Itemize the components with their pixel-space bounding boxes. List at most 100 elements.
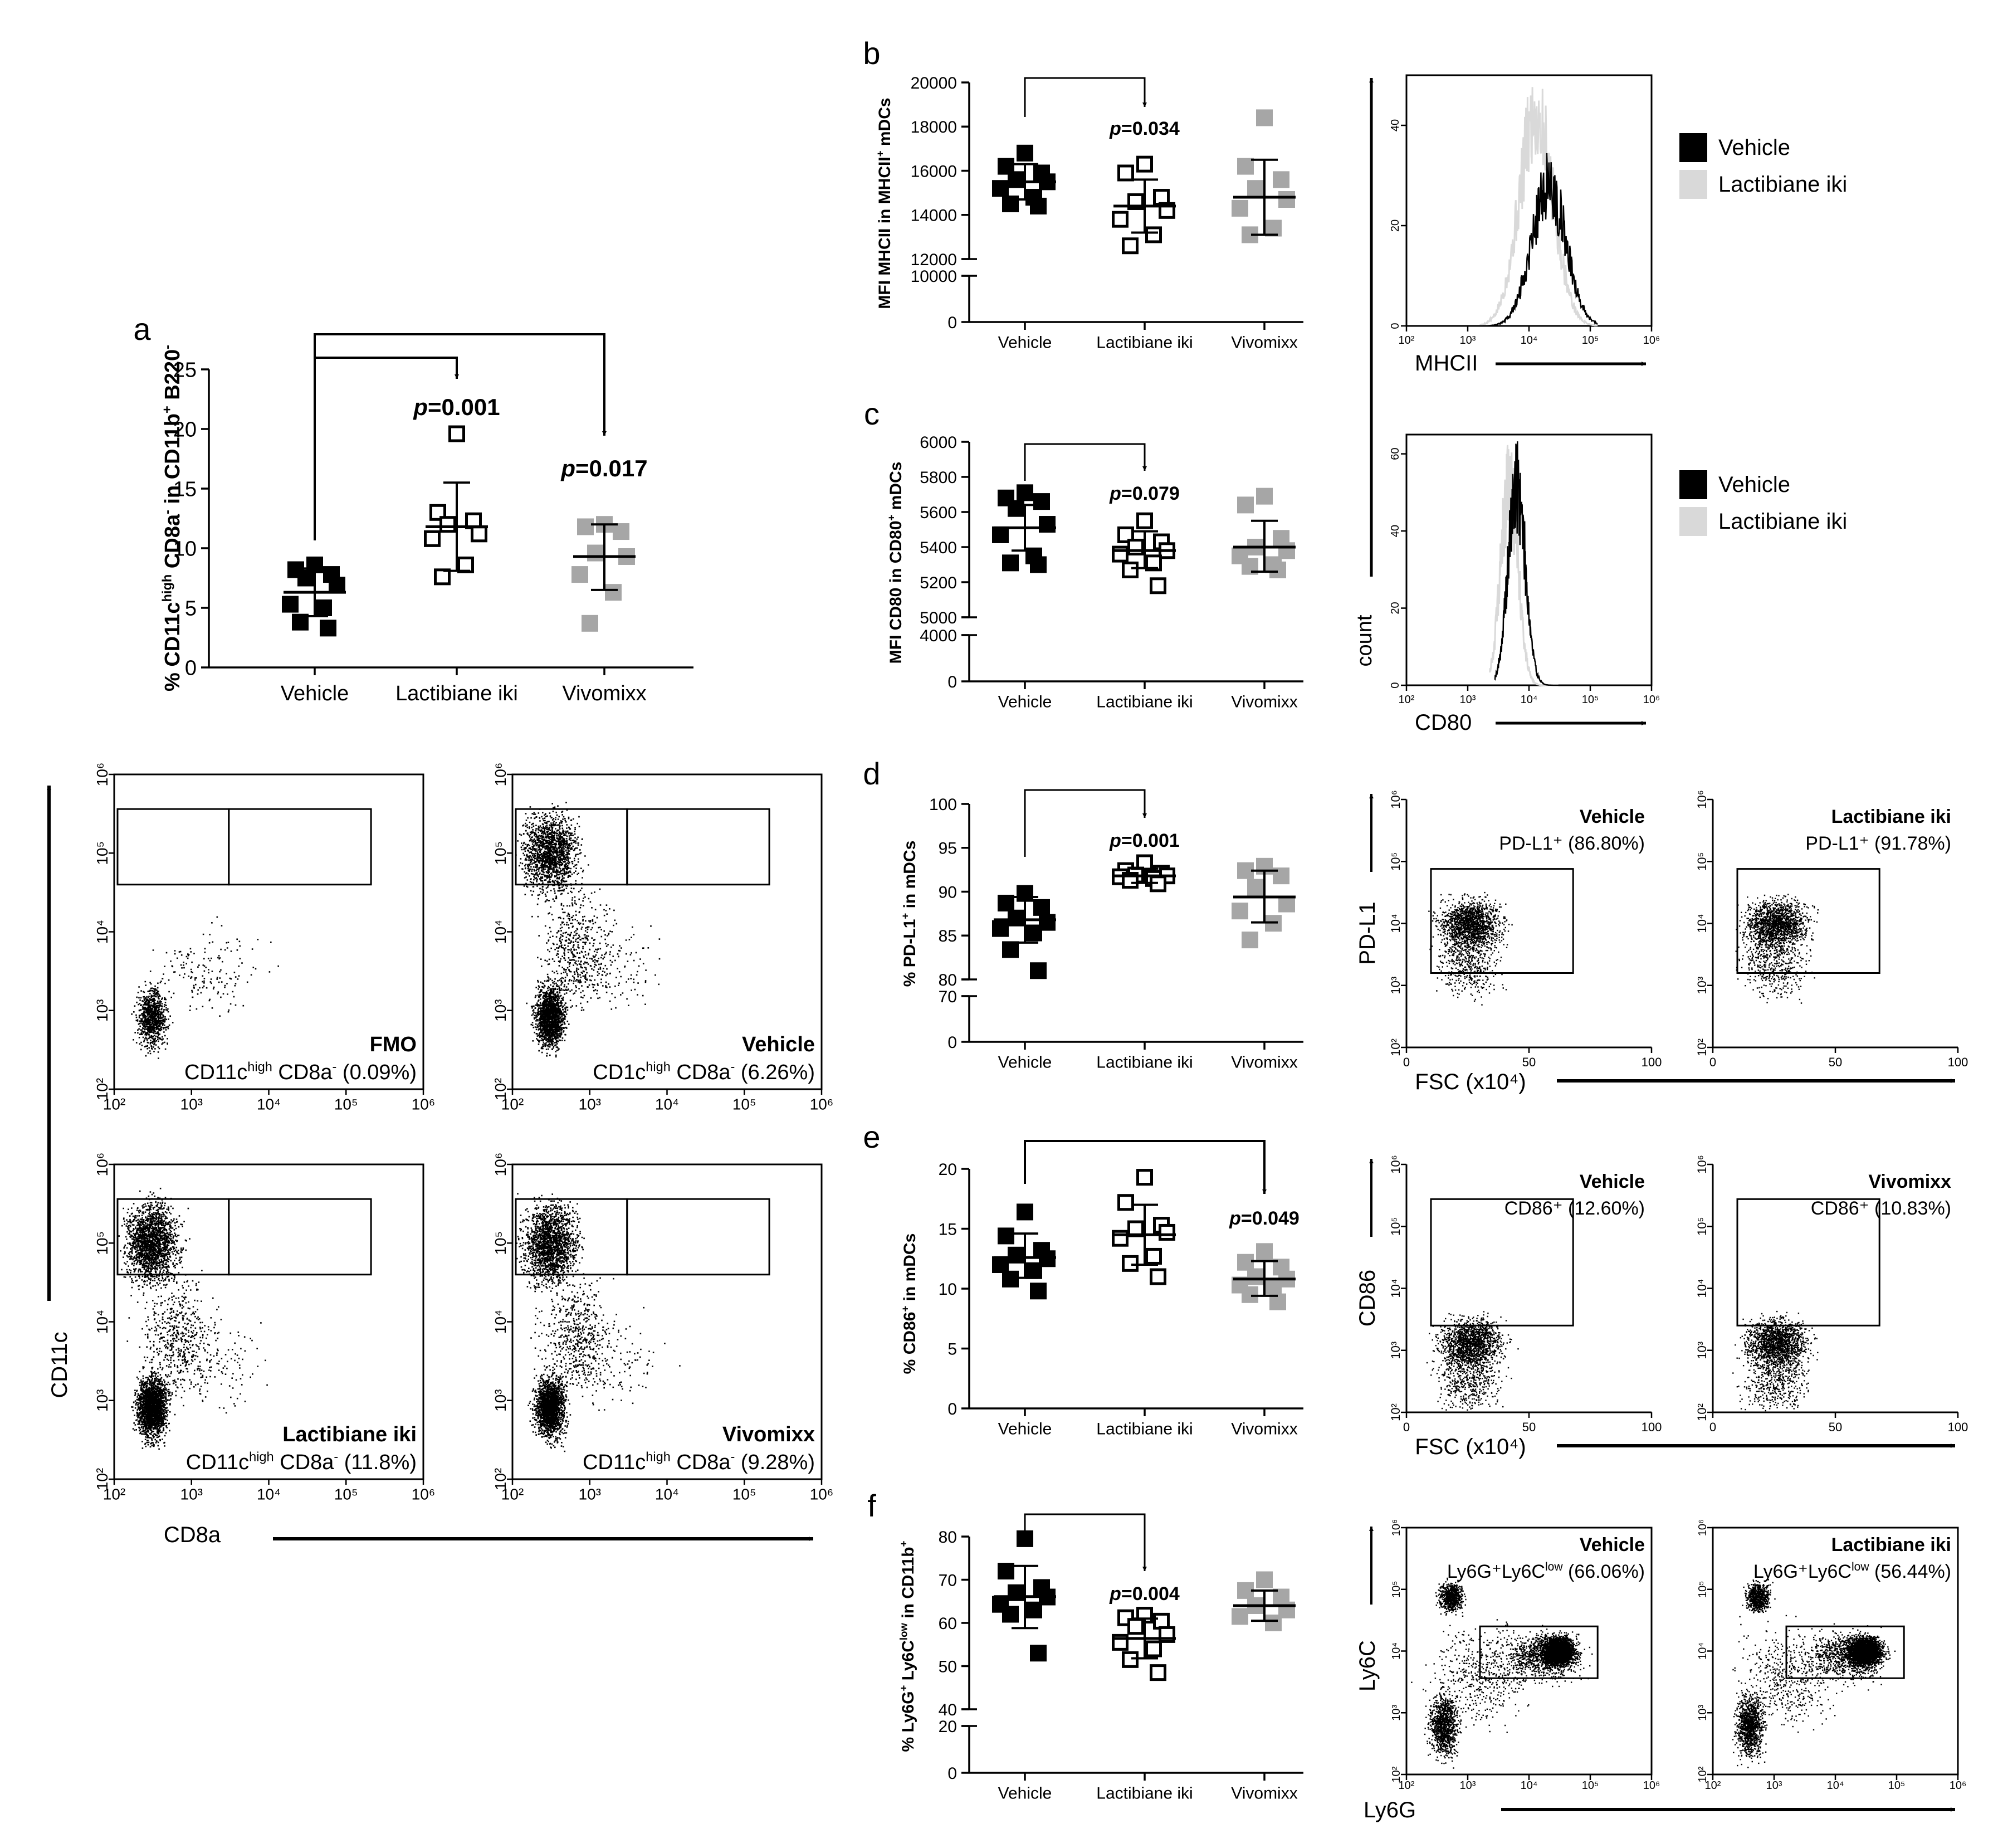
scatter-chart-c: 5000 5200 5400 5600 5800 6000 0 4000 Vehicle Lact… [864,396,1303,711]
text-run: 10⁵ [732,1095,756,1113]
x-tick-label: 10⁵ [334,1485,358,1503]
y-tick-label: 10⁶ [1695,1155,1709,1174]
flow-events [1495,1625,1593,1689]
flow-events [1742,1579,1776,1613]
cd80-legend: Vehicle Lactibiane iki [1679,470,1847,536]
superscript: high [646,1450,671,1464]
data-point-vivomixx [1256,1571,1273,1588]
x-tick-label: 10⁵ [334,1095,358,1113]
text-run: 10⁴ [257,1485,281,1503]
text-run: 10⁵ [1582,334,1599,347]
text-run: 20 [939,1718,957,1736]
text-run: 10⁵ [1389,852,1403,871]
y-axis-label: % PD-L1+ in mDCs [900,841,919,987]
data-point-vivomixx [587,544,604,562]
text-run: % CD86 [901,1312,919,1374]
y-tick-label: 10⁶ [492,1153,509,1177]
p-symbol: p [1109,118,1121,139]
text-run: a [133,311,151,347]
text-run: 0 [947,1764,957,1783]
text-run: 95 [939,840,957,858]
x-tick-label: 0 [1709,1055,1716,1069]
y-tick-label: 0 [1389,682,1401,688]
histogram-x-label: MHCII [1415,351,1478,376]
scatter-chart-f: 40 50 60 70 80 0 20 Vehicle Lactibiane iki Vivomi… [867,1488,1303,1803]
data-point-vivomixx [605,584,622,601]
data-point-lactibiane-iki [1122,1651,1139,1668]
data-point-vehicle [1008,1246,1024,1264]
comparison-arrow [1024,1140,1267,1194]
panel-label: d [863,756,880,791]
text-run: 10⁴ [492,1310,509,1334]
y-tick-label: 0 [947,1400,957,1418]
flow-gate-text: CD1chigh CD8a- (6.26%) [593,1060,815,1084]
text-run: 50 [1829,1420,1842,1434]
y-tick-label: 10⁴ [492,1310,509,1334]
text-run: 10⁵ [1697,1581,1709,1598]
data-point-vehicle [1002,1270,1019,1288]
data-point-vehicle [1017,484,1033,501]
text-run: 50 [1522,1420,1536,1434]
flow-panel-title: Lactibiane iki [282,1423,417,1446]
text-run: 20000 [911,74,957,92]
p-symbol: p [1109,1583,1121,1605]
flow-panel-title: Vehicle [1580,1171,1645,1192]
text-run: 10⁴ [257,1095,281,1113]
p-value-label: p=0.017 [560,455,647,481]
flow-events [131,978,174,1059]
y-tick-label: 10² [1697,1766,1709,1782]
data-point-lactibiane-iki [1153,1612,1170,1630]
data-point-lactibiane-iki [1136,155,1153,173]
y-tick-label: 10⁵ [492,841,509,865]
y-tick-label: 10² [1695,1403,1709,1421]
text-run: 5400 [920,539,957,557]
y-tick-label: 10³ [492,1389,509,1412]
text-run: 10 [939,1280,957,1299]
scatter-panels: 0 5 10 15 20 25 Vehicle Lactibiane iki Vivomixx%… [133,36,1303,1803]
text-run: CD86⁺ (10.83%) [1811,1198,1951,1219]
y-tick-label: 10⁶ [94,763,111,787]
flow-x-axis-label: Ly6G [1364,1798,1416,1822]
text-run: d [863,756,880,791]
text-run: (6.26%) [735,1061,815,1084]
pdl1-plot-0: 10² 10³ 10⁴ 10⁵ 10⁶ 0 50 100 Vehicle PD-L1⁺ (86.8… [1389,790,1662,1069]
text-run: PD-L1 [1355,901,1380,964]
data-point-vivomixx [1247,1268,1264,1285]
text-run: 90 [939,883,957,901]
text-run: CD8a [274,1451,335,1474]
x-tick-label: 10⁶ [412,1485,436,1503]
x-tick-label: 10⁶ [1643,1779,1660,1792]
data-point-vehicle [1008,171,1024,188]
text-run: 80 [939,971,957,989]
text-run: 0 [1389,323,1401,329]
text-run: 10⁶ [810,1485,834,1503]
y-tick-label: 10² [94,1078,111,1100]
panel-label: b [863,36,880,71]
text-run: 100 [929,796,957,814]
superscript: + [898,1685,910,1691]
data-point-lactibiane-iki [471,525,487,543]
text-run: Vehicle [1718,472,1790,497]
data-point-vehicle [1002,195,1019,212]
text-run: 10² [94,1078,111,1100]
superscript: - [333,1060,337,1074]
x-tick-label: 50 [1522,1055,1536,1069]
x-tick-label: 10² [1399,694,1415,706]
data-point-lactibiane-iki [1117,1194,1134,1211]
text-run: 10⁴ [1390,1642,1403,1660]
text-run: 25 [173,359,197,382]
data-point-vehicle [1017,144,1033,162]
y-tick-label: 10³ [94,999,111,1022]
y-tick-label: 10⁵ [1695,1217,1709,1236]
p-value: =0.004 [1121,1583,1180,1605]
panel-label: f [867,1488,876,1523]
y-tick-label: 0 [947,1033,957,1052]
x-tick-label: 10³ [1766,1779,1782,1792]
text-run: 10³ [1389,977,1403,994]
text-run: 15 [939,1220,957,1238]
flow-events [527,1363,571,1452]
x-tick-label: Vivomixx [1231,1784,1297,1803]
